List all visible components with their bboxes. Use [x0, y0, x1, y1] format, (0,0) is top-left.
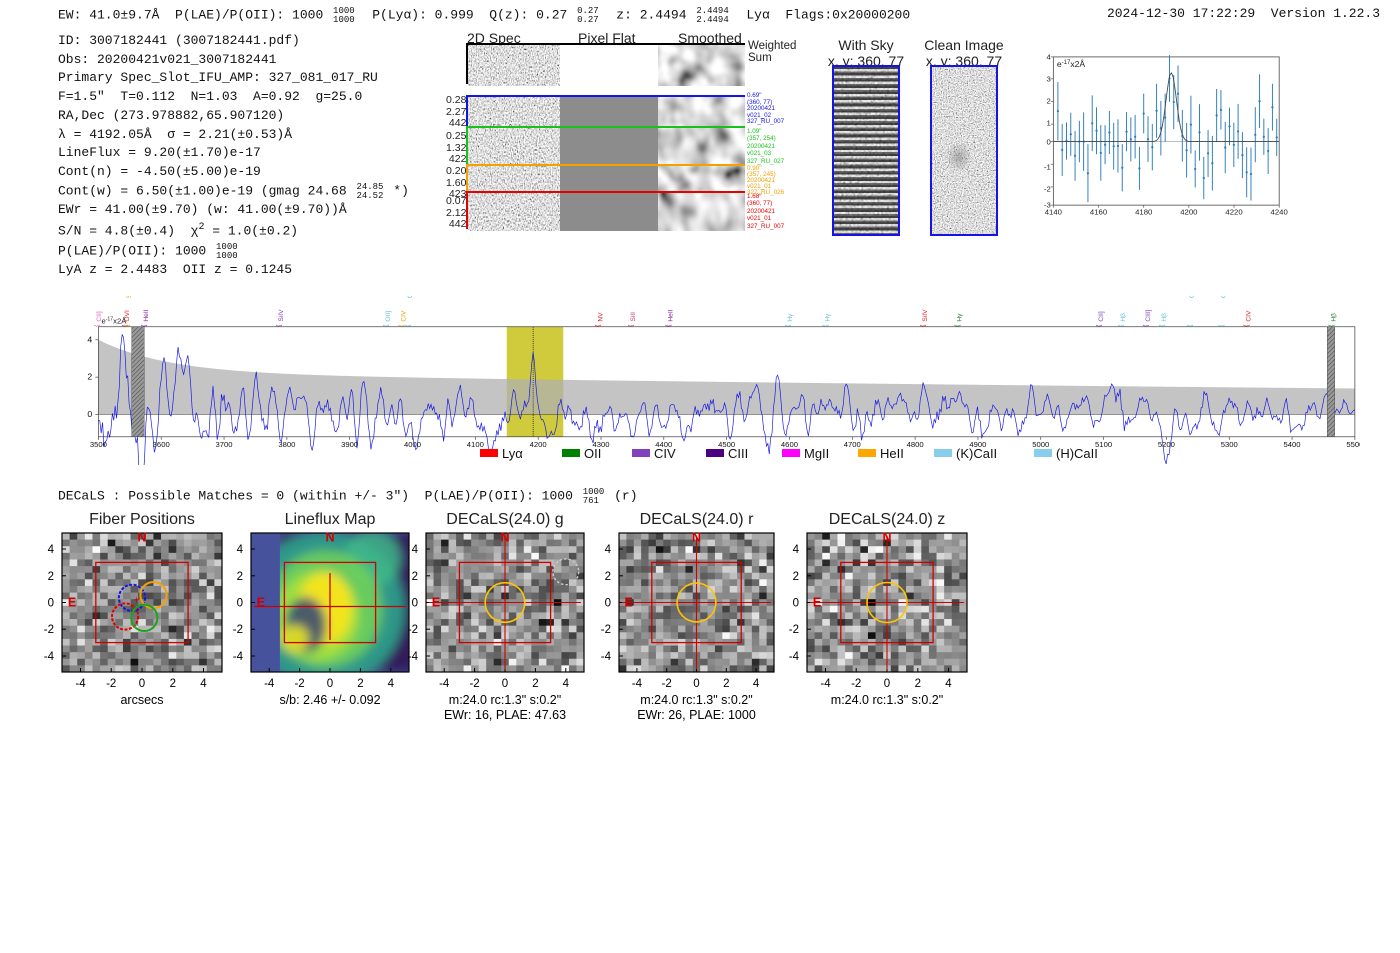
svg-text:2: 2: [532, 678, 538, 690]
svg-text:+: +: [134, 596, 140, 607]
svg-text:-2: -2: [469, 678, 479, 690]
svg-text:m:24.0 rc:1.3" s:0.2": m:24.0 rc:1.3" s:0.2": [831, 693, 943, 707]
svg-text:4: 4: [48, 544, 55, 556]
svg-text:-2: -2: [601, 624, 611, 636]
svg-text:-2: -2: [44, 624, 54, 636]
svg-text:-4: -4: [789, 651, 800, 663]
svg-text:0: 0: [693, 678, 699, 690]
svg-text:4: 4: [753, 678, 760, 690]
svg-text:-4: -4: [233, 651, 244, 663]
svg-text:-2: -2: [789, 624, 799, 636]
svg-text:0: 0: [327, 678, 333, 690]
svg-text:E: E: [257, 596, 265, 610]
svg-text:0: 0: [502, 678, 508, 690]
svg-text:-2: -2: [408, 624, 418, 636]
svg-text:-4: -4: [264, 678, 275, 690]
svg-text:0: 0: [48, 598, 54, 610]
svg-text:2: 2: [915, 678, 921, 690]
svg-text:-4: -4: [820, 678, 831, 690]
svg-text:-2: -2: [662, 678, 672, 690]
svg-text:-2: -2: [851, 678, 861, 690]
svg-text:4: 4: [200, 678, 207, 690]
svg-text:N: N: [325, 531, 334, 545]
svg-text:EWr: 26, PLAE: 1000: EWr: 26, PLAE: 1000: [637, 708, 756, 722]
svg-text:-2: -2: [106, 678, 116, 690]
svg-text:2: 2: [605, 571, 611, 583]
svg-text:DECaLS(24.0) r: DECaLS(24.0) r: [640, 511, 754, 528]
svg-text:2: 2: [357, 678, 363, 690]
svg-text:2: 2: [412, 571, 418, 583]
svg-text:-4: -4: [44, 651, 55, 663]
svg-text:N: N: [137, 531, 146, 545]
svg-text:Fiber Positions: Fiber Positions: [89, 511, 195, 528]
svg-text:4: 4: [945, 678, 952, 690]
svg-text:-4: -4: [601, 651, 612, 663]
svg-text:0: 0: [793, 598, 799, 610]
svg-text:4: 4: [237, 544, 244, 556]
svg-text:m:24.0 rc:1.3" s:0.2": m:24.0 rc:1.3" s:0.2": [640, 693, 752, 707]
svg-text:0: 0: [605, 598, 611, 610]
svg-text:4: 4: [388, 678, 395, 690]
svg-text:0: 0: [884, 678, 890, 690]
svg-text:2: 2: [237, 571, 243, 583]
svg-text:0: 0: [237, 598, 243, 610]
svg-text:2: 2: [793, 571, 799, 583]
svg-text:2: 2: [48, 571, 54, 583]
svg-text:-2: -2: [294, 678, 304, 690]
svg-text:4: 4: [605, 544, 612, 556]
svg-text:Lineflux Map: Lineflux Map: [285, 511, 376, 528]
svg-text:-4: -4: [632, 678, 643, 690]
svg-text:0: 0: [412, 598, 418, 610]
svg-text:2: 2: [170, 678, 176, 690]
svg-text:4: 4: [793, 544, 800, 556]
svg-text:2: 2: [723, 678, 729, 690]
svg-text:-4: -4: [75, 678, 86, 690]
svg-text:0: 0: [139, 678, 145, 690]
svg-text:-2: -2: [233, 624, 243, 636]
svg-text:-4: -4: [408, 651, 419, 663]
svg-text:arcsecs: arcsecs: [120, 693, 163, 707]
svg-text:DECaLS(24.0) g: DECaLS(24.0) g: [446, 511, 563, 528]
svg-text:E: E: [68, 596, 76, 610]
svg-text:-4: -4: [439, 678, 450, 690]
svg-text:4: 4: [563, 678, 570, 690]
svg-text:EWr: 16, PLAE: 47.63: EWr: 16, PLAE: 47.63: [444, 708, 566, 722]
svg-text:m:24.0 rc:1.3" s:0.2": m:24.0 rc:1.3" s:0.2": [449, 693, 561, 707]
svg-text:DECaLS(24.0) z: DECaLS(24.0) z: [829, 511, 946, 528]
svg-text:s/b: 2.46 +/- 0.092: s/b: 2.46 +/- 0.092: [279, 693, 380, 707]
svg-text:4: 4: [412, 544, 419, 556]
